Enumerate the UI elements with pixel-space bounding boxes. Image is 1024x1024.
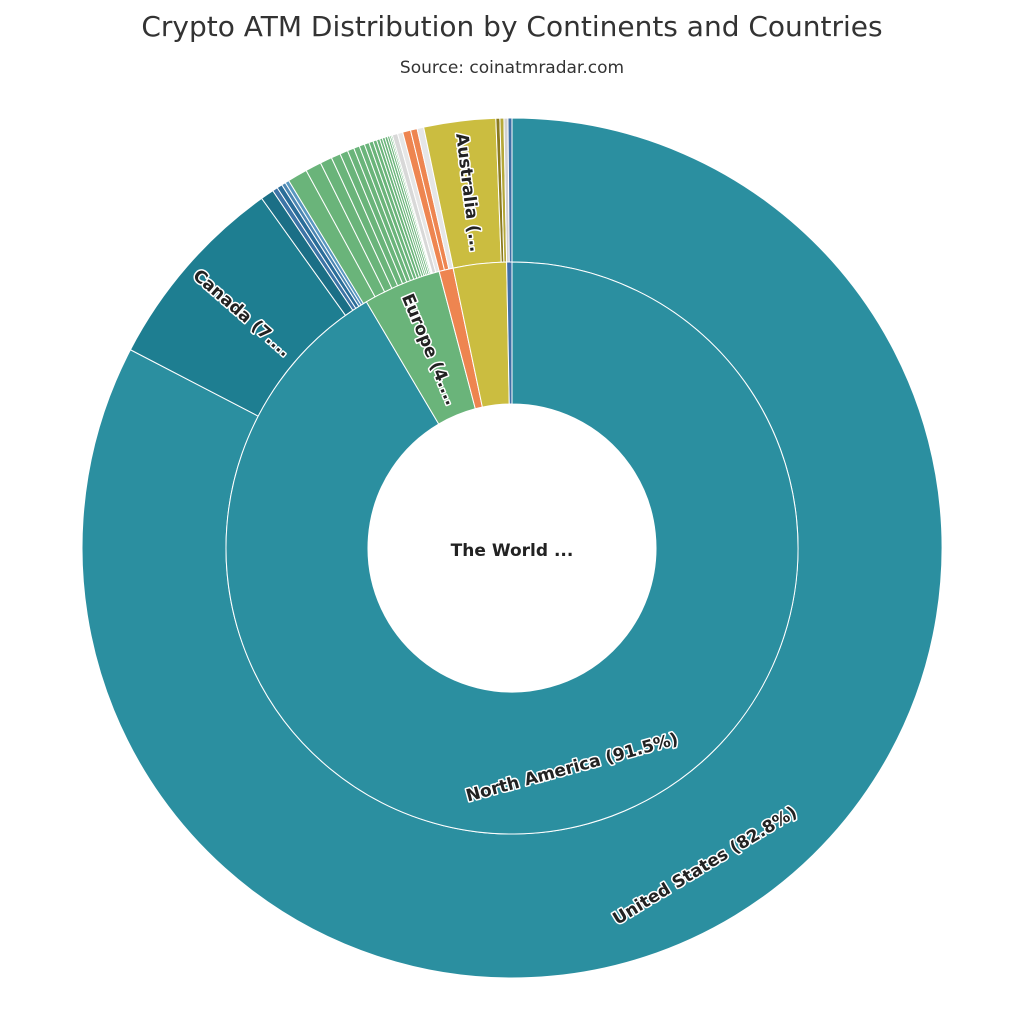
chart-subtitle: Source: coinatmradar.com: [399, 58, 625, 78]
chart-title: Crypto ATM Distribution by Continents an…: [141, 10, 883, 43]
inner-ring: [225, 261, 799, 835]
center-label: The World ...: [451, 541, 574, 561]
center-circle: [368, 404, 656, 692]
outer-ring: [81, 117, 943, 979]
